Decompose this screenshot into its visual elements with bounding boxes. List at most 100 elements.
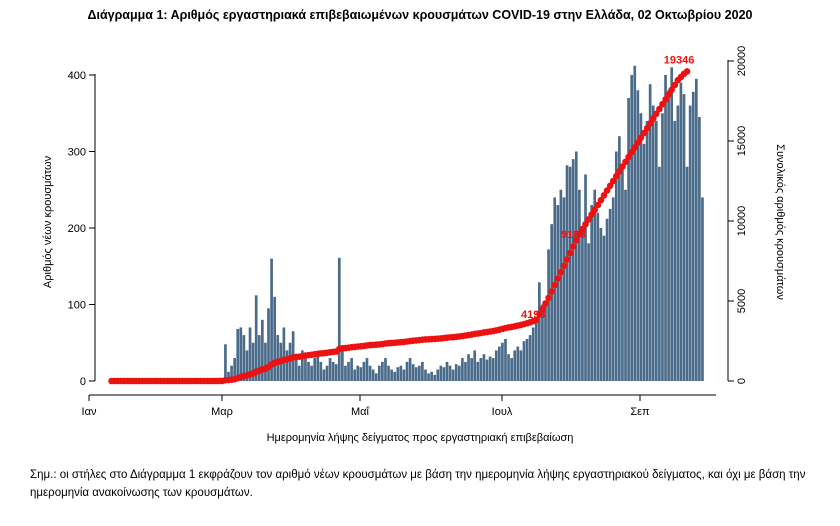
bar [676,105,680,381]
cumulative-point [582,220,589,228]
bar [559,189,563,381]
bar [661,113,664,381]
y2-tick-label: 15000 [736,126,748,157]
bar [328,358,332,381]
bar [630,75,634,381]
bar [436,369,440,381]
cumulative-point [566,249,574,257]
bar [374,373,378,381]
cumulative-point [591,206,599,214]
cumulative-point [609,177,617,185]
bar [285,350,289,381]
cumulative-label: 9188 [561,229,585,241]
bar [461,358,464,381]
bar [334,364,338,381]
bar [645,120,649,382]
bar [636,90,640,382]
bar [516,346,520,381]
cumulative-point [588,211,595,218]
footnote: Σημ.: οι στήλες στο Διάγραμμα 1 εκφράζου… [30,469,806,499]
y2-axis-label: Συνολικός αριθμός κρουσμάτων [774,144,786,300]
bar [501,342,504,381]
bar [448,365,452,381]
bar [574,151,578,381]
bar [488,356,492,381]
bar [531,327,535,381]
cumulative-point [662,96,669,103]
bar [553,197,557,381]
bar [491,358,495,381]
bar [673,120,677,382]
bar [433,374,437,381]
bar [421,361,424,382]
bar [562,197,566,381]
cumulative-point [619,163,626,170]
cumulative-point [594,201,602,209]
bar [264,342,267,381]
bar [581,228,584,381]
y2-tick-label: 5000 [736,289,748,313]
bar [658,166,661,381]
bar [534,319,538,381]
cumulative-point [557,268,565,276]
bar [457,365,461,381]
bar [341,350,344,381]
bar [381,361,384,382]
bar [282,327,286,381]
bar [371,369,375,381]
bar [528,335,532,381]
bar [424,369,427,381]
bar [362,361,366,382]
bar [473,350,477,381]
bar [224,344,227,381]
bar [257,335,261,381]
bar [670,67,674,381]
cumulative-point [542,300,549,307]
bar [288,342,292,381]
bar [485,359,489,381]
bar [568,166,572,381]
bar [651,105,655,381]
chart: 0 100 200 300 400 0 5000 10000 15000 20000 Ιαν Μαρ Μ… [42,46,786,445]
cumulative-point [637,134,645,142]
bar [654,120,658,382]
bar [510,358,513,381]
bar [538,282,541,381]
bar [525,338,529,381]
bar [344,365,347,381]
bar [430,371,433,381]
bar [353,369,357,381]
cumulative-point [600,192,608,199]
cumulative-point [616,168,623,175]
bar [596,212,600,381]
bar [584,174,587,381]
bar [359,367,363,381]
bar [310,365,313,381]
bar [639,113,643,381]
bar [390,369,393,381]
bar [347,361,350,382]
cumulative-point [643,124,651,132]
bar [411,364,415,381]
cumulative-point [560,262,568,270]
labels-group: Ημερομηνία λήψης δείγματος προς εργαστηρ… [42,55,786,445]
bar [307,361,310,382]
bar [624,189,627,381]
bar [387,365,390,381]
ticks-group: 0 100 200 300 400 0 5000 10000 15000 20000 Ιαν Μαρ Μ… [68,46,748,418]
bar [402,369,406,381]
bar [270,258,273,381]
bar [621,166,624,381]
cumulative-point [532,316,540,324]
cumulative-point [572,236,580,244]
cumulative-point [668,86,675,94]
bar [233,358,236,381]
bar [522,341,526,381]
bar [242,335,246,381]
bar [633,65,637,381]
y-tick-label: 100 [68,300,86,312]
x-tick-label: Ιουλ [492,406,513,418]
bar [304,358,307,381]
bar [618,136,621,381]
bar [627,97,630,381]
